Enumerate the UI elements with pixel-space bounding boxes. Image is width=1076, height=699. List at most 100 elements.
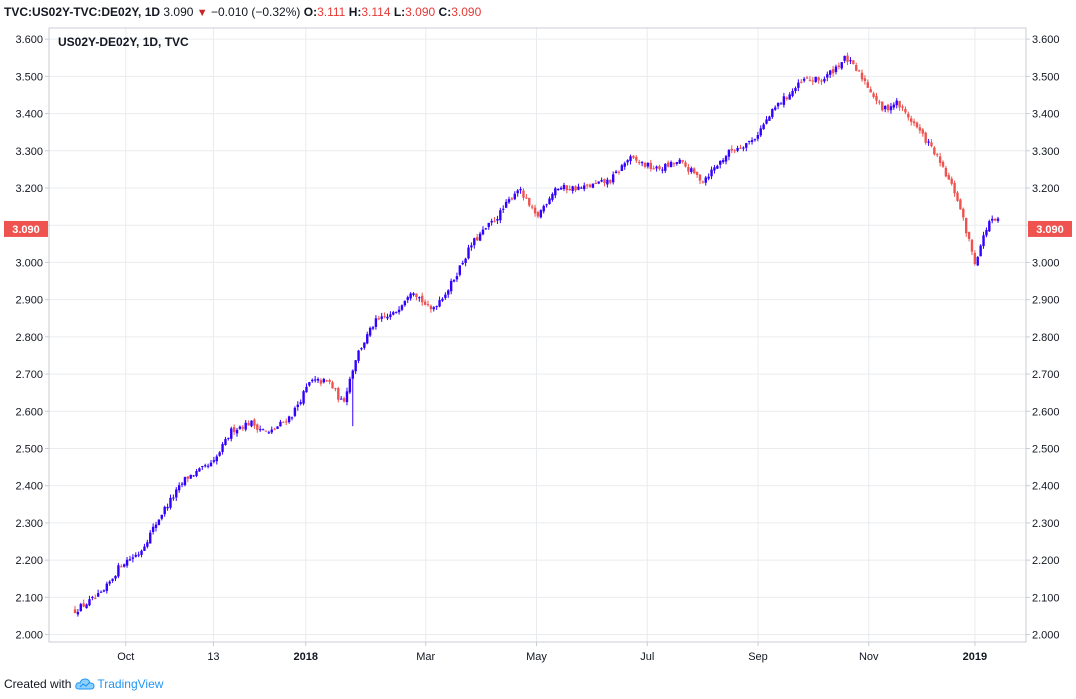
low-value: 3.090: [405, 5, 436, 19]
candle-body: [747, 140, 751, 142]
y-tick-label: 3.400: [1032, 109, 1060, 121]
y-tick-label: 2.400: [15, 481, 43, 493]
candle-body: [409, 293, 412, 299]
y-tick-label: 2.500: [15, 443, 43, 455]
candle-body: [826, 74, 829, 78]
candle-body: [675, 162, 679, 164]
candle-body: [348, 378, 352, 393]
candle-body: [418, 297, 421, 299]
x-axis: Oct 13 2018 Mar May Jul Sep Nov 2019: [117, 642, 987, 663]
y-tick-label: 2.300: [1032, 518, 1060, 530]
candle-body: [354, 360, 357, 372]
candle-body: [423, 301, 427, 305]
candle-body: [831, 69, 835, 74]
candle-body: [918, 127, 922, 131]
candle-body: [204, 465, 207, 467]
candle-body: [114, 575, 117, 579]
candle-body: [542, 205, 545, 212]
candle-body: [316, 379, 320, 381]
candle-body: [666, 162, 670, 167]
footer-brand[interactable]: TradingView: [97, 677, 164, 691]
candle-body: [339, 398, 343, 400]
candle-body: [571, 186, 574, 191]
candle-body: [756, 135, 760, 139]
candle-body: [484, 228, 488, 230]
candle-body: [189, 474, 192, 479]
candle-body: [606, 179, 609, 185]
candle-body: [565, 185, 569, 191]
candle-body: [91, 596, 94, 598]
candle-body: [366, 334, 369, 344]
candle-body: [473, 238, 476, 246]
candle-body: [568, 188, 571, 191]
candle-body: [218, 452, 221, 456]
candle-body: [557, 188, 560, 190]
candle-body: [85, 604, 88, 609]
candle-body: [800, 81, 803, 83]
candle-body: [739, 147, 742, 149]
candle-body: [959, 199, 962, 210]
candle-body: [270, 429, 273, 433]
candle-body: [791, 91, 794, 96]
candle-body: [507, 199, 511, 203]
candle-body: [525, 197, 528, 199]
y-tick-label: 2.600: [15, 406, 43, 418]
candle-body: [94, 597, 97, 599]
candle-body: [950, 178, 953, 184]
candle-body: [883, 105, 887, 110]
candle-body: [574, 186, 577, 191]
candle-body: [267, 432, 271, 434]
candle-body: [707, 176, 710, 179]
candle-body: [337, 388, 340, 400]
candle-body: [160, 514, 164, 519]
candle-body: [970, 239, 974, 252]
y-tick-label: 2.800: [15, 332, 43, 344]
candle-body: [580, 187, 583, 189]
down-triangle-icon: ▼: [196, 7, 208, 19]
candle-body: [435, 306, 438, 308]
candle-body: [530, 206, 534, 208]
candle-body: [976, 257, 979, 266]
candle-body: [996, 218, 1000, 221]
candle-body: [276, 426, 279, 429]
candle-body: [429, 305, 433, 310]
last-price-tag-right: [1028, 220, 1072, 237]
candle-body: [912, 121, 916, 124]
candle-body: [614, 171, 618, 174]
candle-body: [661, 169, 664, 171]
candle-body: [768, 116, 771, 121]
candle-body: [915, 122, 919, 128]
candle-body: [105, 583, 109, 591]
candle-body: [655, 166, 658, 169]
candle-body: [215, 456, 218, 462]
candle-body: [817, 77, 820, 81]
candle-body: [253, 419, 256, 426]
last-price-label-right: 3.090: [1036, 224, 1064, 236]
candle-body: [261, 429, 265, 431]
candle-body: [452, 280, 456, 282]
candle-body: [632, 155, 635, 158]
x-tick-label: Nov: [859, 651, 879, 663]
candle-body: [857, 70, 861, 72]
candle-body: [750, 140, 754, 143]
candle-body: [878, 101, 881, 103]
candle-body: [177, 485, 181, 491]
candle-body: [273, 428, 276, 430]
candle-body: [594, 182, 598, 184]
y-tick-label: 2.300: [15, 518, 43, 530]
candle-body: [716, 165, 719, 169]
candle-body: [195, 470, 198, 476]
candle-body: [256, 424, 259, 430]
candle-body: [499, 210, 502, 221]
candle-body: [721, 160, 725, 163]
candle-body: [889, 106, 893, 111]
candle-body: [802, 78, 806, 81]
candle-body: [985, 229, 988, 236]
candle-body: [585, 184, 589, 186]
candle-body: [311, 379, 314, 382]
candle-body: [649, 162, 652, 169]
y-tick-label: 3.500: [1032, 71, 1060, 83]
candle-body: [154, 524, 158, 528]
y-tick-label: 2.900: [15, 295, 43, 307]
